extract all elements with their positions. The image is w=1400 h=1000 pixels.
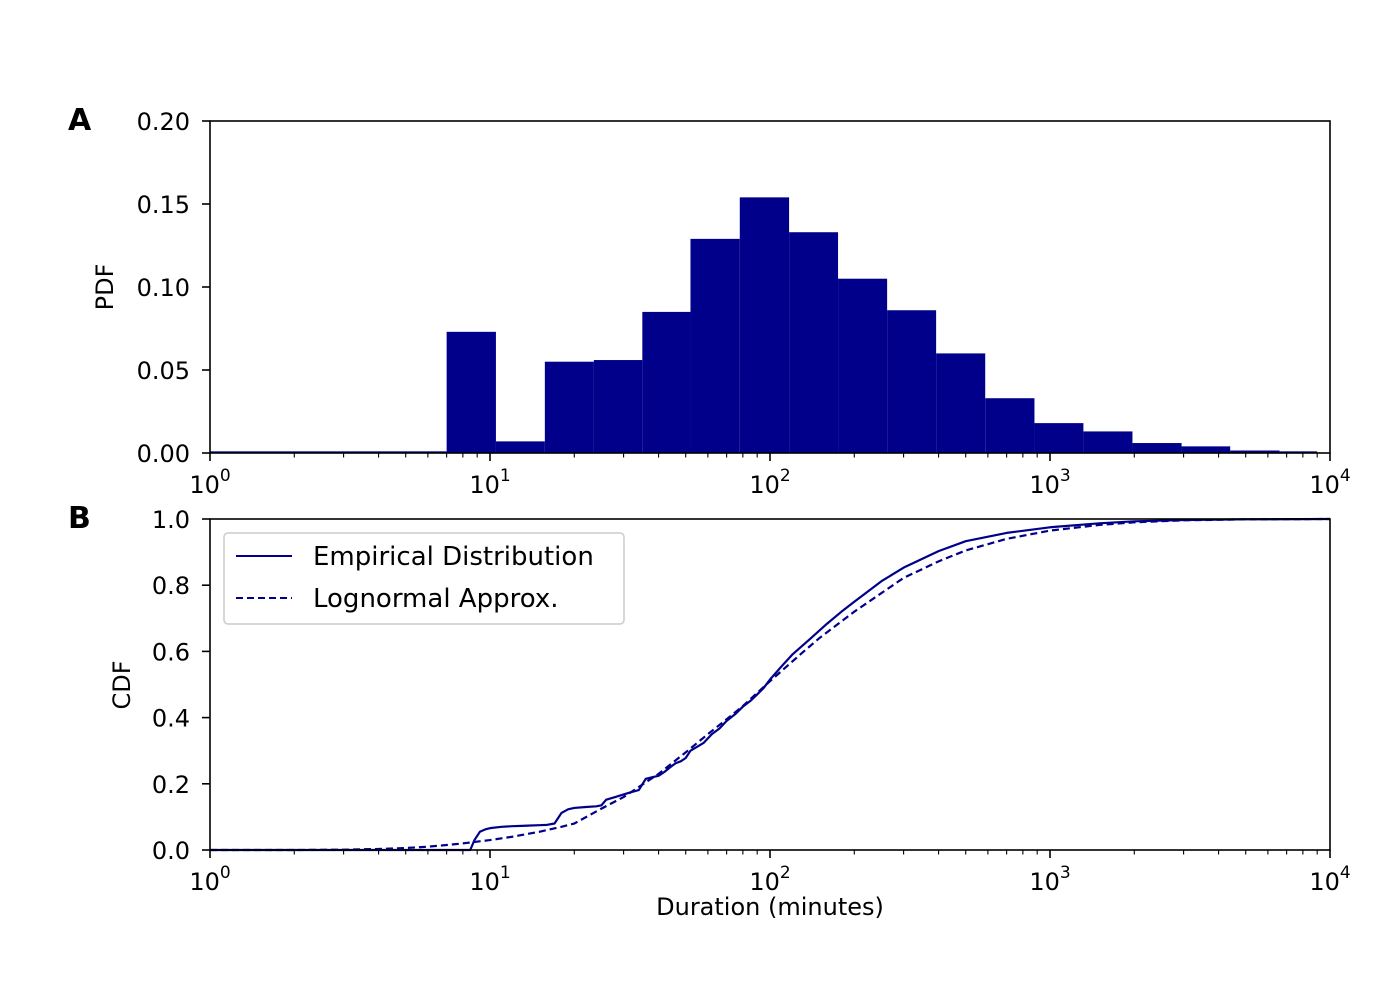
panel-b-y-tick-label: 0.4 xyxy=(152,705,190,733)
panel-b-x-tick-label: 103 xyxy=(1029,863,1070,896)
histogram-bar xyxy=(593,360,643,453)
panel-b-cdf-lines: B CDF Duration (minutes) 100 101 102 103 104… xyxy=(68,501,1351,921)
panel-a-y-tick-label: 0.10 xyxy=(137,274,190,302)
histogram-bar xyxy=(1083,431,1133,453)
panel-a-y-tick-label: 0.20 xyxy=(137,108,190,136)
panel-b-label: B xyxy=(68,501,91,536)
panel-b-y-tick-label: 0.8 xyxy=(152,572,190,600)
panel-a-ticks: 100 101 102 103 104 0.00 0.05 0.10 0.15 0.20 xyxy=(137,108,1351,499)
histogram-bar xyxy=(1181,446,1231,453)
panel-b-y-tick-label: 0.0 xyxy=(152,837,190,865)
panel-b-ticks: 100 101 102 103 104 0.0 0.2 0.4 0.6 0.8 1.0 xyxy=(152,506,1351,896)
panel-b-y-tick-label: 1.0 xyxy=(152,506,190,534)
histogram-bar xyxy=(1132,443,1182,453)
series-line-empirical xyxy=(210,517,1331,852)
histogram-bar xyxy=(1034,423,1084,453)
histogram-bar xyxy=(838,278,888,453)
panel-b-x-tick-label: 102 xyxy=(749,863,790,896)
panel-b-series xyxy=(210,517,1331,852)
histogram-bar xyxy=(1230,450,1280,453)
histogram-bar xyxy=(887,310,937,453)
histogram-bar xyxy=(690,238,740,453)
histogram-bar xyxy=(936,353,986,453)
legend-box xyxy=(223,532,625,625)
histogram-bar xyxy=(495,441,545,453)
panel-a-x-tick-label: 104 xyxy=(1309,466,1350,499)
panel-a-x-tick-label: 101 xyxy=(469,466,510,499)
panel-a-label: A xyxy=(68,103,92,138)
panel-b-x-tick-label: 101 xyxy=(469,863,510,896)
histogram-bar xyxy=(985,398,1035,453)
legend-label-lognormal: Lognormal Approx. xyxy=(313,584,558,614)
histogram-bar xyxy=(544,361,594,453)
panel-b-y-tick-label: 0.2 xyxy=(152,771,190,799)
panel-a-x-tick-label: 102 xyxy=(749,466,790,499)
panel-a-bars xyxy=(210,197,1318,453)
histogram-bar xyxy=(446,331,496,453)
panel-b-x-tick-label: 100 xyxy=(189,863,230,896)
legend-label-empirical: Empirical Distribution xyxy=(313,542,594,572)
histogram-bar xyxy=(1279,451,1318,453)
panel-a-y-tick-label: 0.05 xyxy=(137,357,190,385)
histogram-bar xyxy=(210,451,447,453)
panel-a-pdf-histogram: A PDF 100 101 102 103 104 0.00 0.05 0.10 0.15 0.2… xyxy=(68,103,1351,499)
panel-a-frame xyxy=(209,120,1331,454)
panel-b-xlabel: Duration (minutes) xyxy=(656,893,884,921)
panel-a-y-tick-label: 0.15 xyxy=(137,191,190,219)
histogram-bar xyxy=(642,311,691,453)
panel-b-frame xyxy=(209,518,1331,851)
panel-b-x-tick-label: 104 xyxy=(1309,863,1350,896)
histogram-bar xyxy=(739,197,790,453)
panel-a-x-tick-label: 100 xyxy=(189,466,230,499)
histogram-bar xyxy=(789,232,839,453)
panel-a-x-tick-label: 103 xyxy=(1029,466,1070,499)
panel-a-ylabel: PDF xyxy=(91,264,119,311)
panel-b-ylabel: CDF xyxy=(108,660,136,709)
legend: Empirical Distribution Lognormal Approx. xyxy=(223,532,625,625)
panel-a-y-tick-label: 0.00 xyxy=(137,440,190,468)
panel-b-y-tick-label: 0.6 xyxy=(152,638,190,666)
